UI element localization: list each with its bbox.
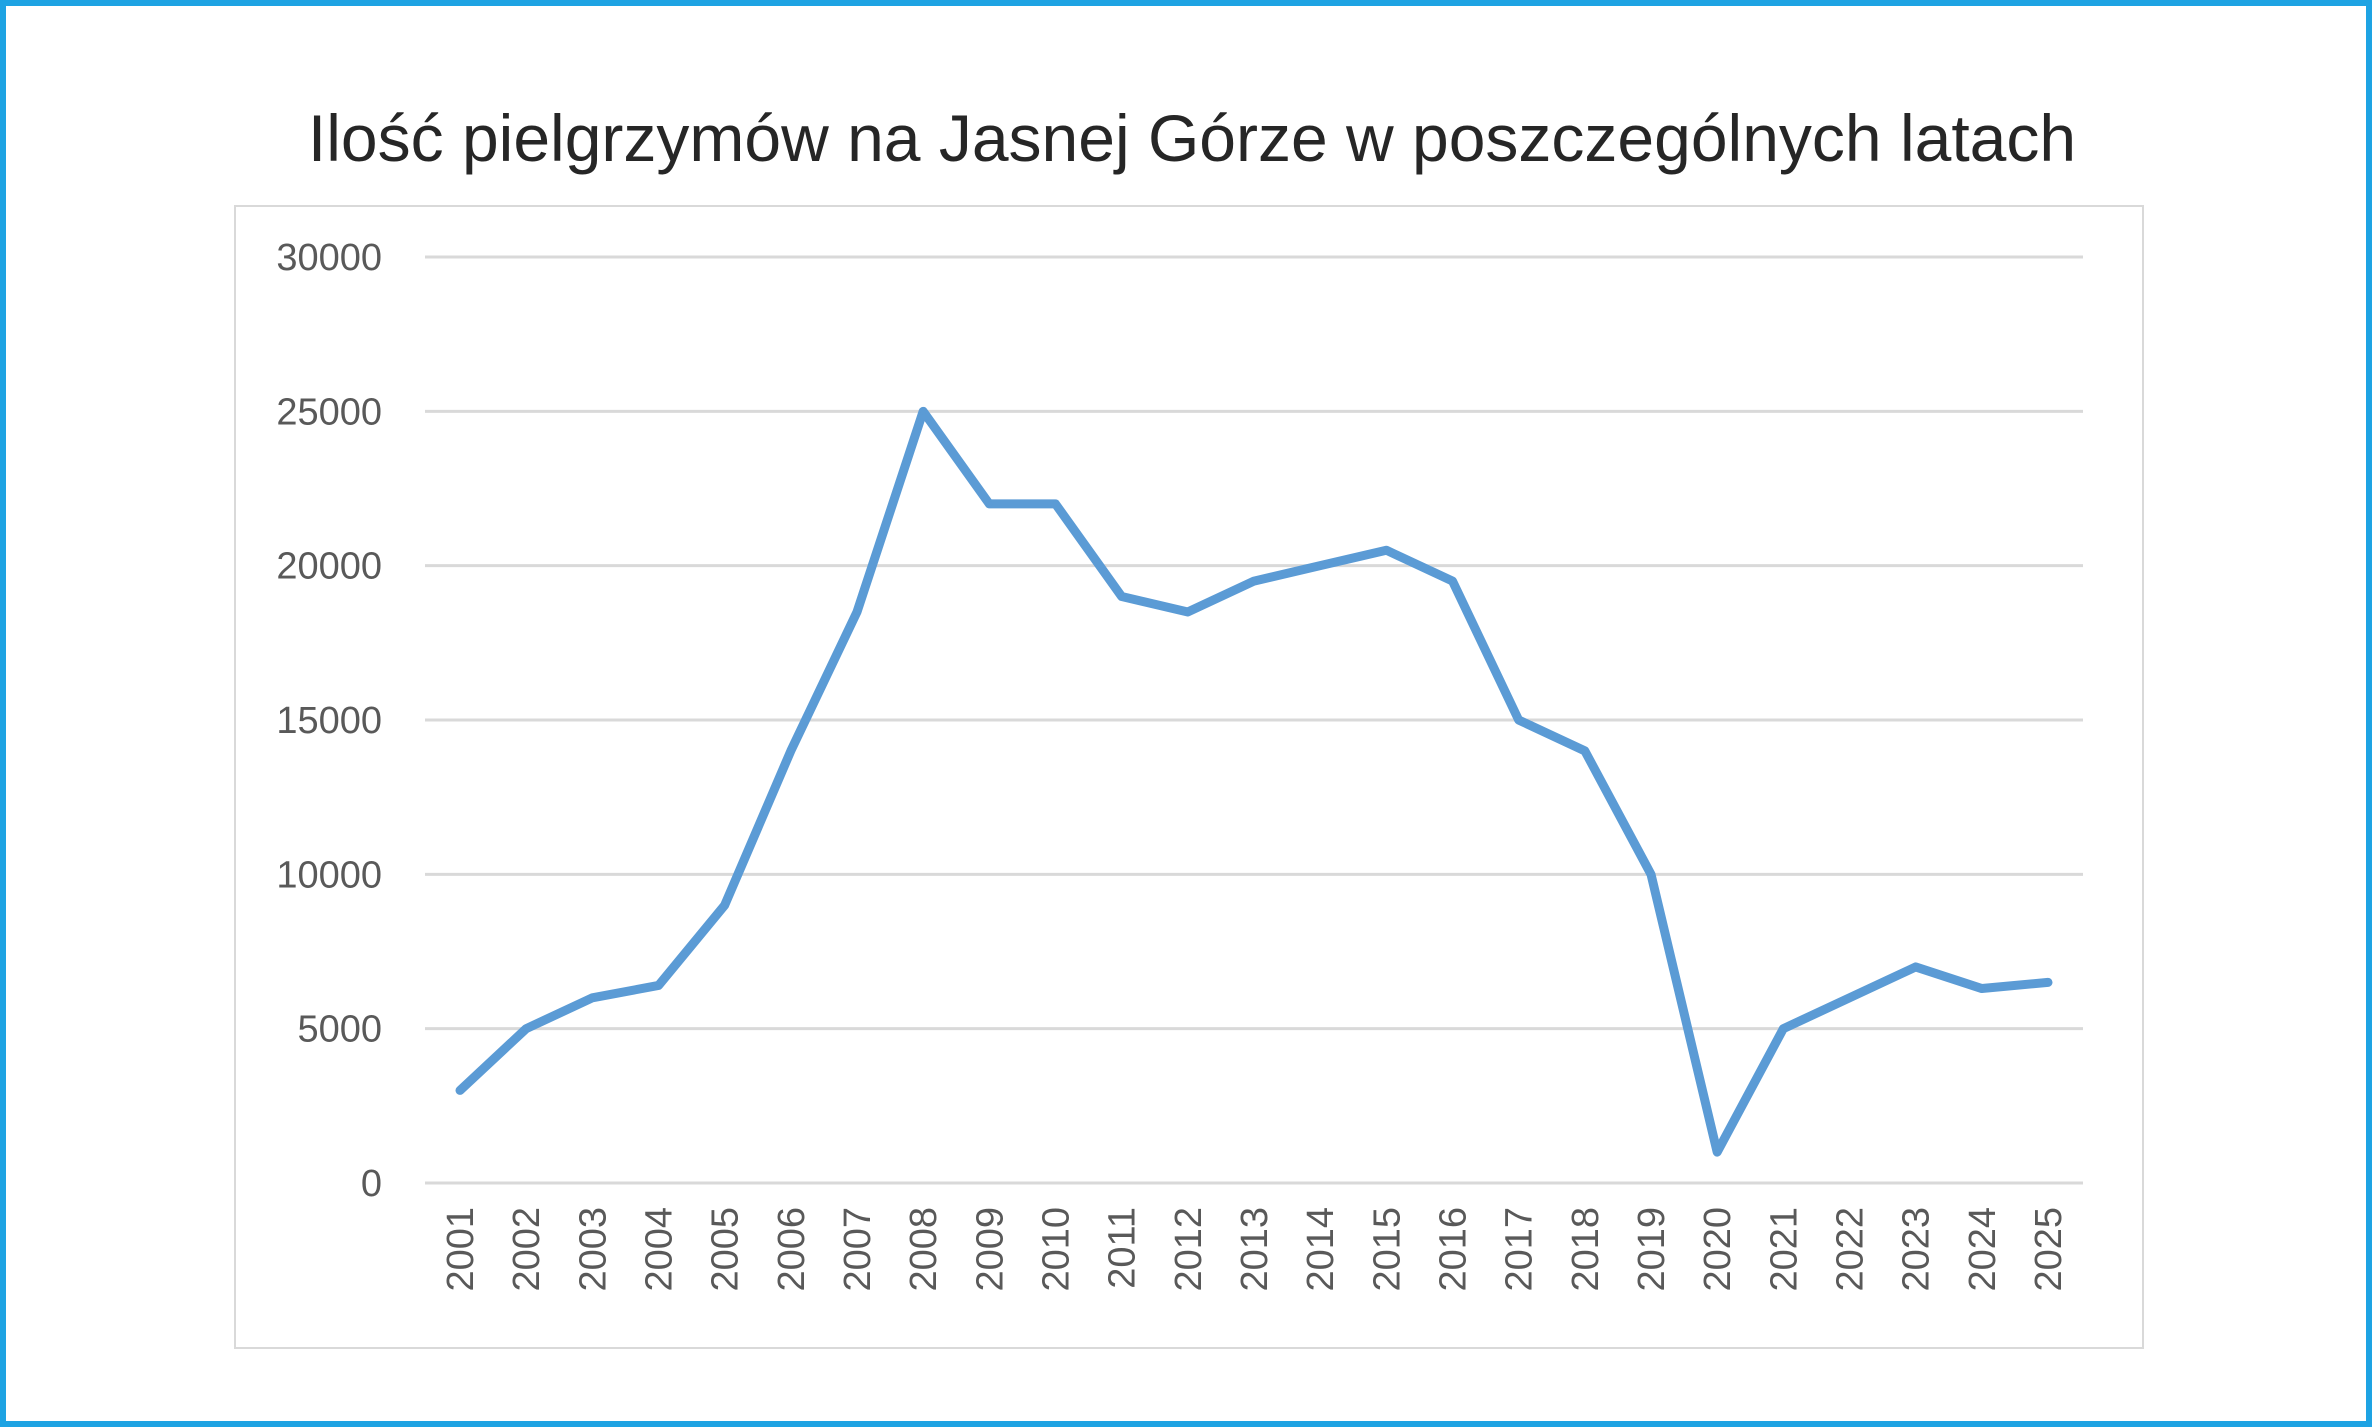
data-point [1515,717,1522,723]
data-point [589,994,596,1001]
y-tick-label: 20000 [276,546,382,588]
y-tick-label: 0 [361,1163,382,1205]
x-axis-ticks: 2001 2002 2003 2004 2005 2006 2007 2008 2009 2010… [440,1207,2070,1292]
y-tick-label: 5000 [297,1009,382,1051]
data-point [787,747,794,754]
x-tick-label: 2023 [1896,1207,1938,1292]
x-tick-label: 2014 [1300,1207,1342,1292]
y-axis-ticks: 0 5000 10000 15000 20000 25000 30000 [276,237,382,1205]
data-point [1978,985,1985,992]
data-point [1581,747,1588,754]
data-point [721,902,728,909]
x-tick-label: 2024 [1962,1207,2004,1292]
data-point [1714,1149,1721,1156]
series-layer [455,406,2053,1157]
gridlines [425,255,2083,1185]
x-tick-label: 2016 [1433,1207,1475,1292]
x-tick-label: 2009 [969,1207,1011,1292]
x-tick-label: 2021 [1763,1207,1805,1292]
data-point [1118,593,1125,600]
x-tick-label: 2003 [572,1207,614,1292]
data-point [1846,994,1853,1001]
x-tick-label: 2012 [1168,1207,1210,1292]
x-tick-label: 2015 [1366,1207,1408,1292]
y-tick-label: 25000 [276,391,382,433]
data-point [920,408,927,415]
data-point [1317,562,1324,569]
x-tick-label: 2017 [1499,1207,1541,1292]
data-point [523,1025,530,1032]
x-tick-label: 2022 [1830,1207,1872,1292]
data-point [457,1087,463,1094]
data-point [986,500,993,507]
x-tick-label: 2013 [1234,1207,1276,1292]
x-tick-label: 2007 [837,1207,879,1292]
data-point [854,608,860,615]
x-tick-label: 2001 [440,1207,482,1292]
x-tick-label: 2011 [1102,1207,1144,1289]
x-tick-label: 2005 [705,1207,747,1292]
y-tick-label: 10000 [276,854,382,896]
plot-area [234,205,2144,1349]
x-tick-label: 2020 [1697,1207,1739,1292]
data-point [1449,578,1456,585]
data-point [2045,979,2051,986]
data-point [1912,963,1919,970]
x-tick-label: 2010 [1036,1207,1078,1292]
x-tick-label: 2008 [903,1207,945,1292]
data-point [655,982,662,989]
x-tick-label: 2002 [506,1207,548,1292]
x-tick-label: 2006 [771,1207,813,1292]
series-line [455,406,2053,1157]
data-point [1648,871,1654,878]
data-point [1184,608,1191,615]
x-tick-label: 2025 [2028,1207,2070,1292]
chart-title: Ilość pielgrzymów na Jasnej Górze w posz… [307,101,2077,175]
x-tick-label: 2018 [1565,1207,1607,1292]
y-tick-label: 30000 [276,237,382,279]
y-tick-label: 15000 [276,700,382,742]
data-point [1383,547,1390,554]
data-point [1251,578,1257,585]
x-tick-label: 2019 [1631,1207,1673,1292]
data-point [1052,500,1059,507]
data-point [1780,1025,1787,1032]
x-tick-label: 2004 [639,1207,681,1292]
